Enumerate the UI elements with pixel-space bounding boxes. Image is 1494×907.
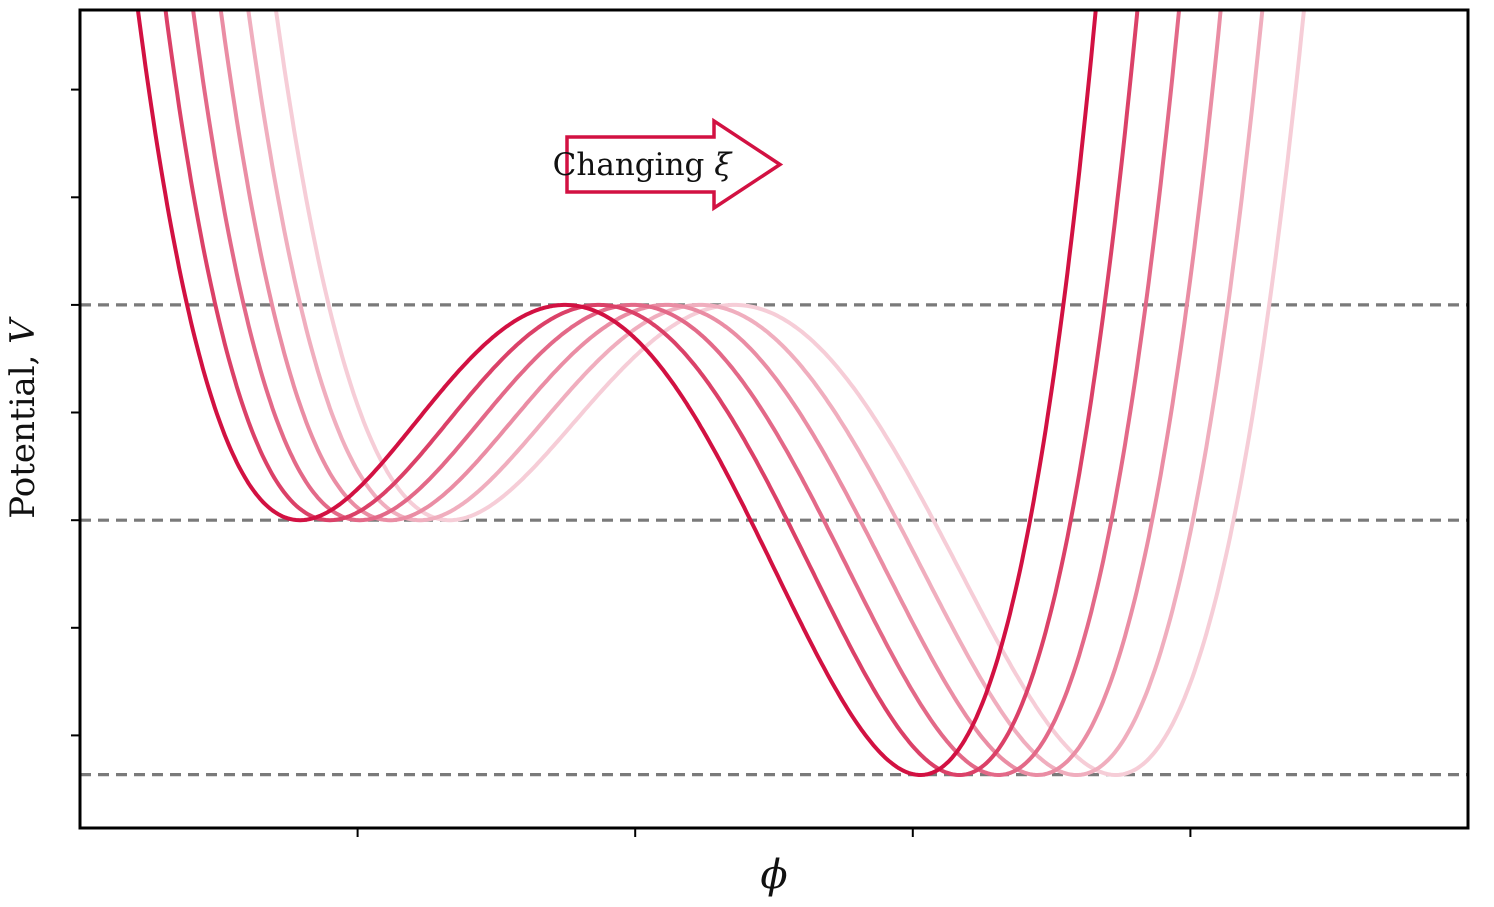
y-axis-label-text: Potential, xyxy=(3,344,43,519)
potential-curve xyxy=(246,10,1265,777)
potential-curve xyxy=(273,10,1306,777)
right-block-arrow-icon xyxy=(565,117,784,212)
potential-curve xyxy=(163,10,1140,777)
y-axis-label-v-symbol: V xyxy=(3,316,43,344)
annotation-xi-symbol: ξ xyxy=(714,147,733,183)
dashed-reference-lines xyxy=(80,303,1468,777)
potential-curve xyxy=(218,10,1223,777)
annotation-word: Changing xyxy=(553,147,715,183)
annotation-label: Changing ξ xyxy=(553,147,734,183)
y-axis-label: Potential, V xyxy=(3,316,43,519)
potential-curve xyxy=(191,10,1182,777)
plot-border xyxy=(78,8,1470,830)
x-axis-label: ϕ xyxy=(760,852,787,898)
plot-area xyxy=(80,10,1468,828)
changing-xi-annotation: Changing ξ xyxy=(553,117,784,212)
potential-curve xyxy=(135,10,1098,777)
potential-curves xyxy=(135,10,1306,777)
